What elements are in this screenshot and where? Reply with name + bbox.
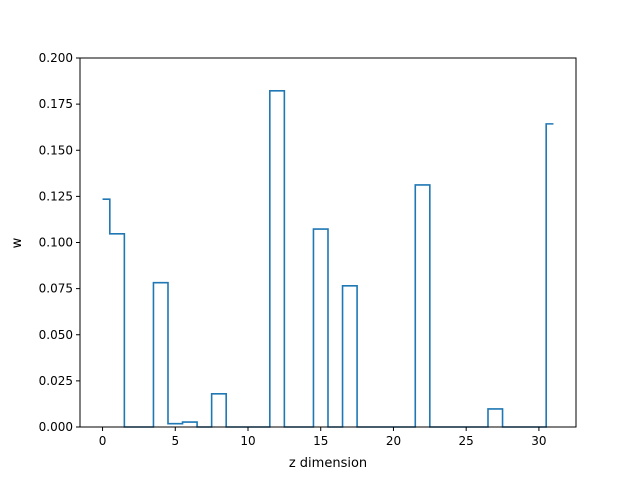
y-tick-label: 0.025: [39, 374, 73, 388]
y-axis-ticks: 0.000 0.025 0.050 0.075 0.100 0.125 0.150 0.175…: [39, 51, 80, 434]
x-tick-label: 15: [313, 434, 328, 448]
y-tick-label: 0.000: [39, 420, 73, 434]
y-tick-label: 0.075: [39, 282, 73, 296]
x-tick-label: 0: [99, 434, 107, 448]
axes-frame: [79, 57, 577, 428]
y-tick-label: 0.125: [39, 189, 73, 203]
x-axis-ticks: 0 5 10 15 20 25 30: [99, 427, 547, 448]
x-tick-label: 5: [171, 434, 179, 448]
y-tick-label: 0.100: [39, 236, 73, 250]
x-tick-label: 20: [386, 434, 401, 448]
y-tick-label: 0.150: [39, 143, 73, 157]
x-tick-label: 30: [531, 434, 546, 448]
x-tick-label: 25: [459, 434, 474, 448]
y-tick-label: 0.050: [39, 328, 73, 342]
y-tick-label: 0.200: [39, 51, 73, 65]
y-tick-label: 0.175: [39, 97, 73, 111]
y-axis-label: w: [10, 237, 25, 248]
x-axis-label: z dimension: [289, 456, 367, 471]
x-tick-label: 10: [240, 434, 255, 448]
